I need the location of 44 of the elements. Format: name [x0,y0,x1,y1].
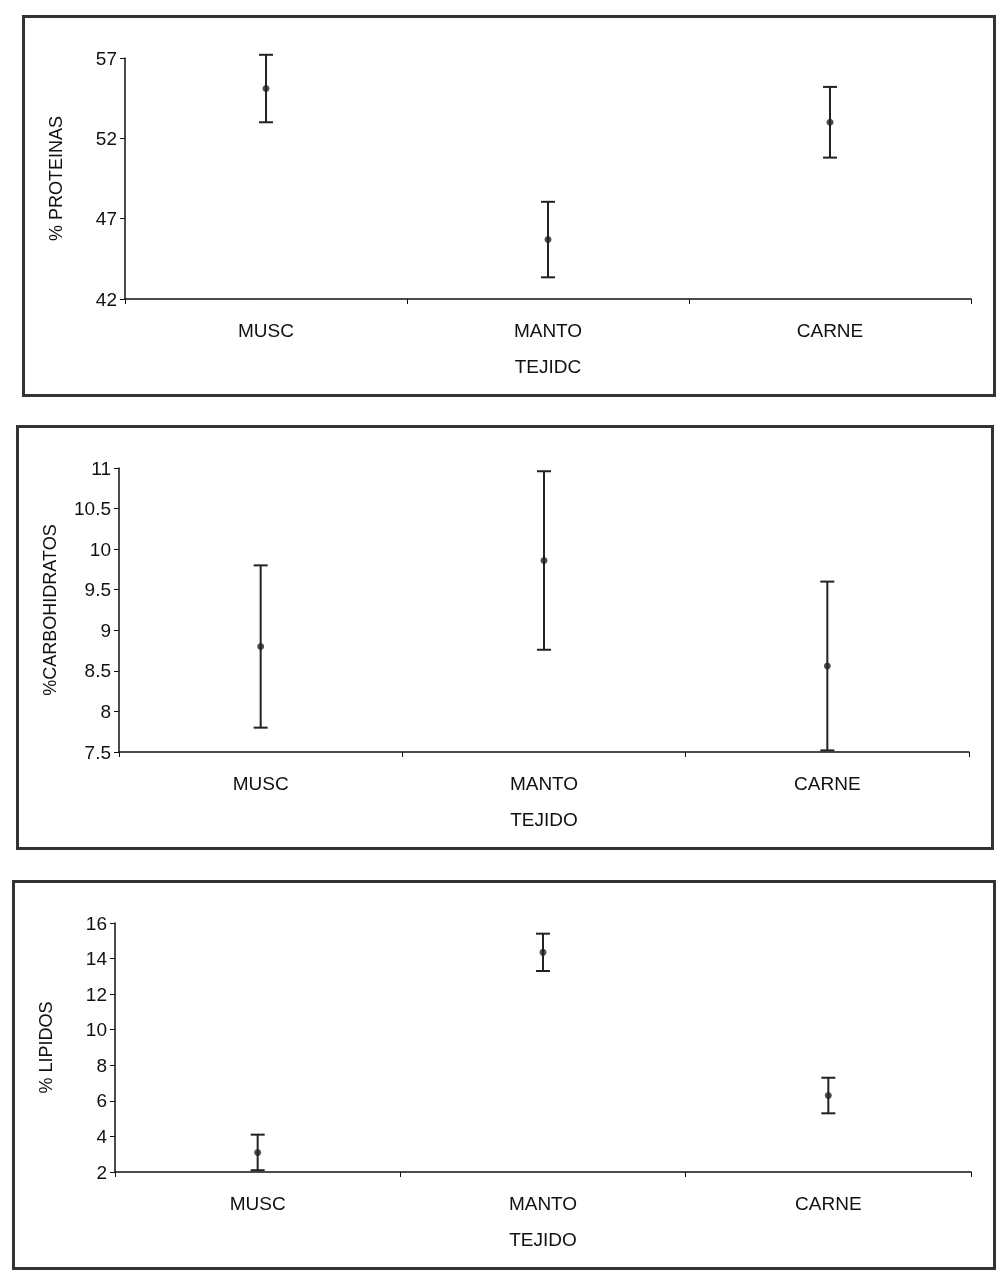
x-tick-label: MUSC [238,320,294,341]
x-tick-label: MUSC [232,773,289,794]
point [540,557,548,564]
y-tick-label: 12 [85,983,107,1005]
x-tick-label: CARNE [796,320,864,341]
y-tick-label: 8.5 [84,660,111,682]
x-axis-title: TEJIDO [510,809,578,830]
x-tick-label: MANTO [509,773,579,794]
point [824,1092,832,1100]
x-tick-label: CARNE [795,1193,862,1214]
y-axis-title: %CARBOHIDRATOS [40,524,60,696]
y-tick-label: 8 [96,1054,107,1076]
point [254,1148,262,1156]
x-axis-title: TEJIDC [514,356,582,377]
y-tick-label: 52 [95,127,117,149]
y-tick-label: 16 [85,912,107,934]
x-tick-label: MANTO [508,1193,578,1214]
y-tick-label: 6 [96,1090,107,1112]
point [539,948,547,956]
point [262,85,270,93]
point [257,643,265,651]
y-tick-label: 9.5 [84,579,111,601]
y-tick-label: 7.5 [84,741,111,763]
y-tick-label: 4 [96,1125,108,1147]
y-tick-label: 11 [91,457,111,479]
x-tick-label: MANTO [513,320,583,341]
y-tick-label: 57 [95,47,117,69]
y-axis-title: % PROTEINAS [46,115,66,242]
y-tick-label: 10.5 [74,498,111,520]
y-tick-label: 10 [89,538,111,560]
point [823,662,831,670]
y-tick-label: 10 [85,1019,107,1041]
point [826,118,834,126]
y-tick-label: 14 [85,948,108,970]
y-tick-label: 42 [95,288,117,310]
x-tick-label: MUSC [229,1193,286,1214]
y-axis-title: % LIPIDOS [36,1001,56,1094]
x-axis-title: TEJIDO [509,1229,577,1250]
y-tick-label: 9 [100,619,111,641]
point [544,236,552,244]
y-tick-label: 47 [95,208,117,230]
x-tick-label: CARNE [794,773,861,794]
y-tick-label: 8 [100,700,111,722]
y-tick-label: 2 [96,1161,107,1183]
